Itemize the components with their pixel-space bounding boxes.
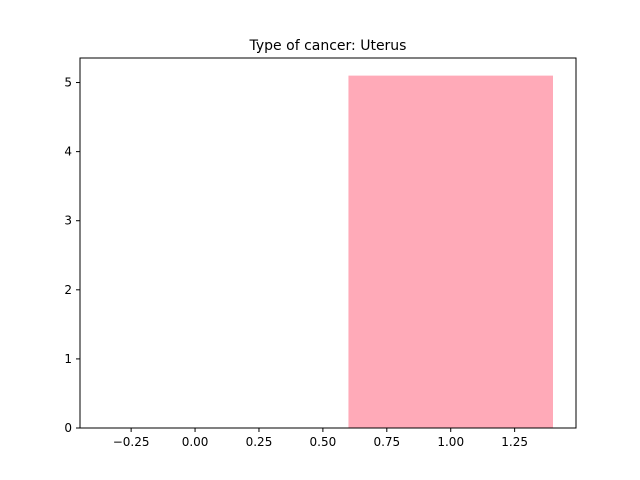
y-tick-label: 1 [64,352,72,366]
y-tick-label: 3 [64,214,72,228]
x-tick-label: 1.25 [501,435,528,449]
x-tick-label: 0.50 [310,435,337,449]
x-tick-label: 1.00 [437,435,464,449]
x-tick-label: 0.25 [246,435,273,449]
x-tick-label: −0.25 [113,435,150,449]
y-tick-label: 4 [64,145,72,159]
y-axis: 0 1 2 3 4 5 [64,76,80,435]
y-tick-label: 5 [64,76,72,90]
y-tick-label: 2 [64,283,72,297]
axes-frame [79,57,577,429]
y-tick-label: 0 [64,421,72,435]
x-tick-label: 0.75 [373,435,400,449]
x-tick-label: 0.00 [182,435,209,449]
bar [348,75,553,428]
bars-group [348,75,553,428]
x-axis: −0.25 0.00 0.25 0.50 0.75 1.00 1.25 [113,428,528,449]
chart-title: Type of cancer: Uterus [249,38,407,54]
